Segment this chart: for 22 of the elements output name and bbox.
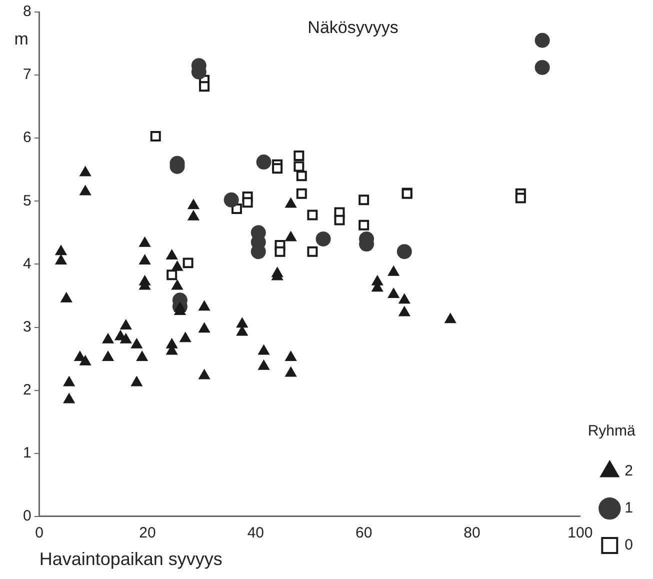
legend-title: Ryhmä xyxy=(588,422,636,440)
legend-label: 0 xyxy=(624,536,633,554)
y-tick-label: 1 xyxy=(23,444,32,462)
legend-label: 2 xyxy=(624,462,633,480)
y-tick-label: 7 xyxy=(23,66,32,84)
legend-label: 1 xyxy=(624,500,633,517)
y-tick-label: 3 xyxy=(23,318,32,336)
y-axis-title: m xyxy=(14,30,28,49)
x-tick-label: 0 xyxy=(35,524,44,542)
x-axis-title: Havaintopaikan syvyys xyxy=(39,549,222,570)
y-tick-label: 4 xyxy=(23,255,32,272)
x-tick-label: 40 xyxy=(247,524,264,542)
x-tick-label: 80 xyxy=(464,524,480,542)
x-tick-label: 100 xyxy=(568,524,593,542)
y-tick-label: 2 xyxy=(23,381,32,398)
y-tick-label: 5 xyxy=(23,192,32,210)
x-tick-label: 20 xyxy=(139,524,156,542)
x-tick-label: 60 xyxy=(355,524,372,542)
chart-title: Näkösyvyys xyxy=(308,18,398,38)
y-tick-label: 8 xyxy=(23,3,32,20)
y-tick-label: 6 xyxy=(23,129,32,146)
y-tick-label: 0 xyxy=(23,508,32,525)
